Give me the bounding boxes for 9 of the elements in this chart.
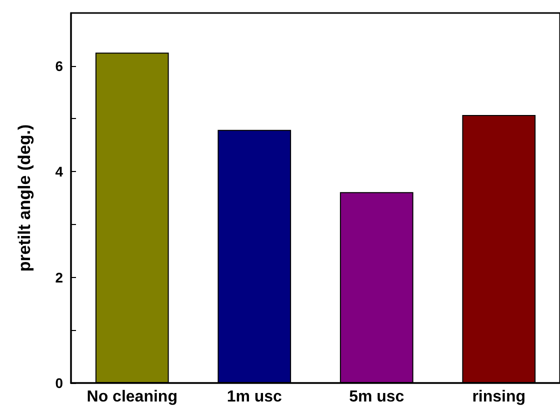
x-tick-label: 1m usc [226, 388, 282, 406]
x-tick-label: 5m usc [349, 388, 404, 406]
y-tick-label: 4 [55, 164, 64, 180]
x-tick-label: rinsing [472, 388, 526, 406]
y-tick-label: 2 [55, 269, 64, 286]
y-tick-label: 0 [55, 375, 64, 391]
y-tick-label: 6 [55, 58, 64, 74]
x-tick-label: No cleaning [86, 388, 178, 406]
y-axis-title: pretilt angle (deg.) [15, 124, 34, 272]
